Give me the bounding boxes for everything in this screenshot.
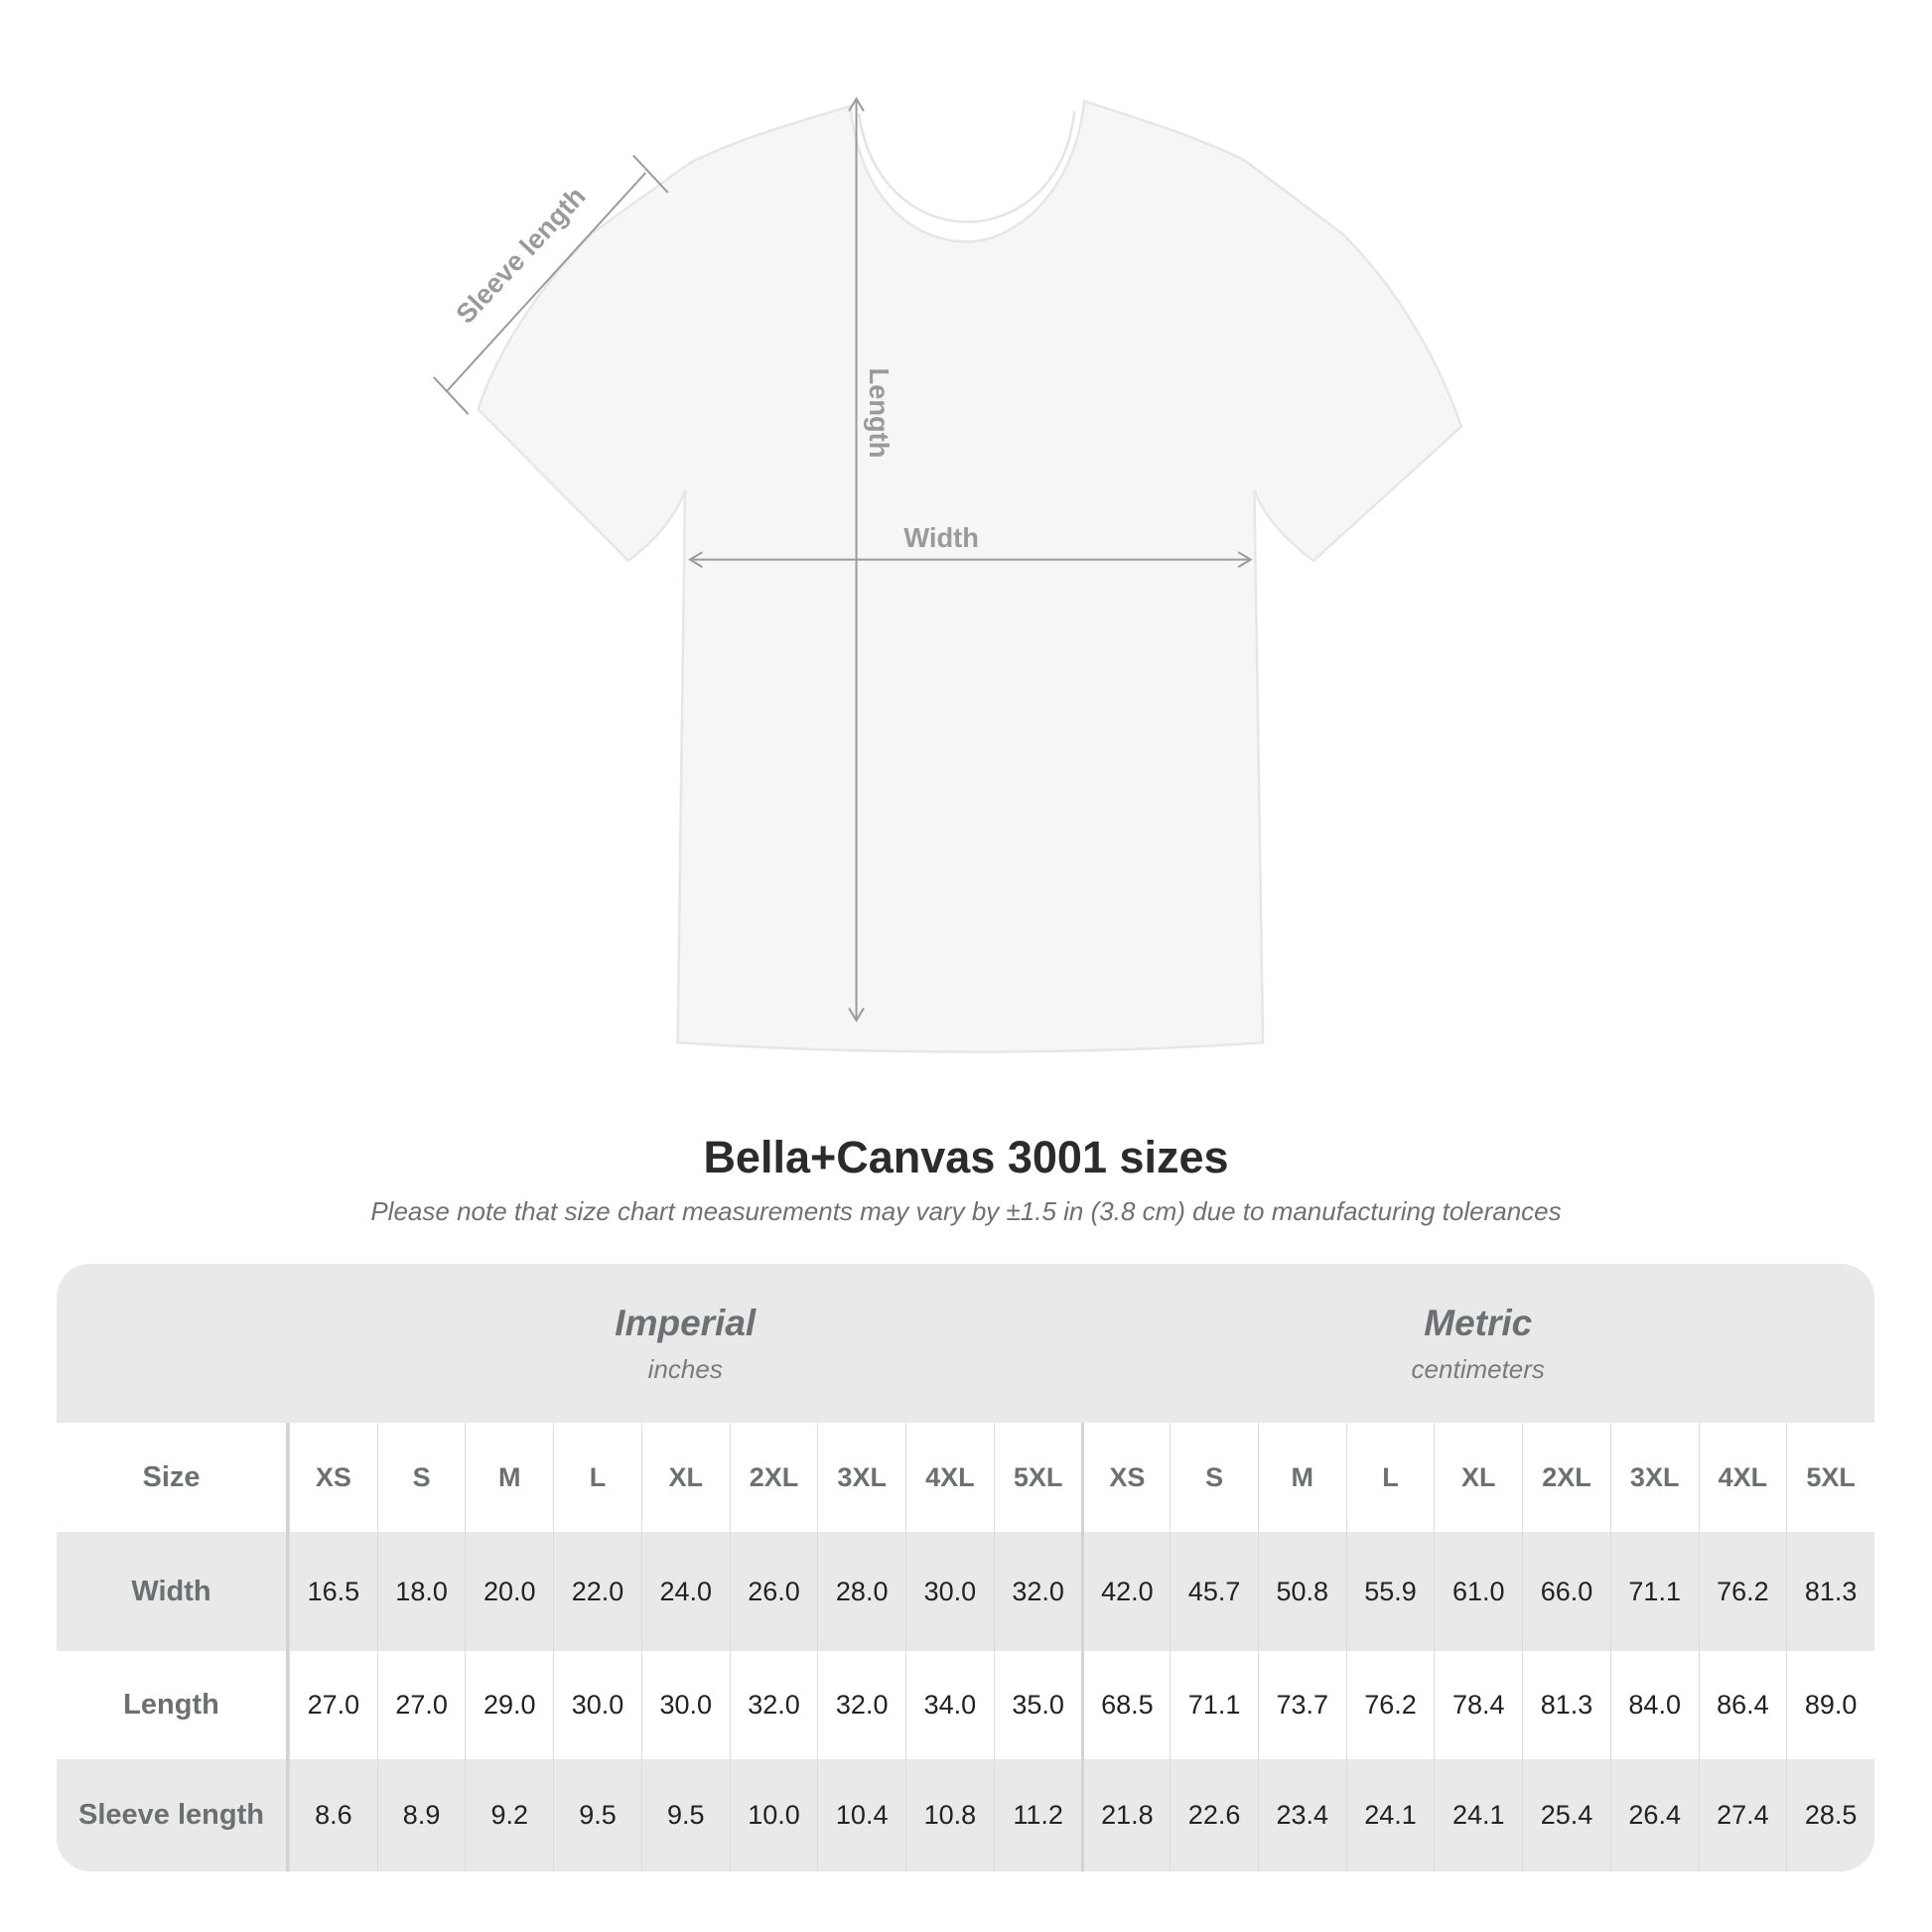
page-title: Bella+Canvas 3001 sizes bbox=[703, 1132, 1229, 1182]
metric-value-cell: 28.5 bbox=[1786, 1759, 1874, 1871]
size-header-cell: L bbox=[553, 1423, 641, 1532]
tolerance-note: Please note that size chart measurements… bbox=[370, 1196, 1562, 1226]
size-header-cell: XL bbox=[640, 1423, 730, 1532]
imperial-value-cell: 26.0 bbox=[729, 1532, 818, 1651]
size-table: Imperial inches Metric centimeters Size X… bbox=[57, 1264, 1874, 1871]
imperial-value-cell: 8.6 bbox=[289, 1759, 377, 1871]
imperial-value-cell: 32.0 bbox=[993, 1532, 1082, 1651]
imperial-value-cell: 18.0 bbox=[376, 1532, 466, 1651]
size-header-row: Size XS S M L XL 2XL 3XL 4XL 5XL XS S M L XL 2XL 3XL 4XL 5… bbox=[57, 1423, 1874, 1532]
imperial-value-cell: 27.0 bbox=[289, 1651, 377, 1759]
size-header-cell: 3XL bbox=[817, 1423, 905, 1532]
size-header-cell: XS bbox=[289, 1423, 377, 1532]
imperial-value-cell: 28.0 bbox=[817, 1532, 905, 1651]
imperial-value-cell: 11.2 bbox=[993, 1759, 1082, 1871]
imperial-title: Imperial bbox=[615, 1302, 757, 1343]
metric-value-cell: 24.1 bbox=[1434, 1759, 1522, 1871]
imperial-value-cell: 9.5 bbox=[553, 1759, 641, 1871]
metric-value-cell: 71.1 bbox=[1609, 1532, 1699, 1651]
collar bbox=[857, 110, 1076, 223]
tshirt-diagram: Sleeve length Length Width bbox=[433, 96, 1463, 1053]
metric-value-cell: 23.4 bbox=[1257, 1759, 1346, 1871]
size-header-cell: 2XL bbox=[1522, 1423, 1610, 1532]
imperial-value-cell: 29.0 bbox=[465, 1651, 553, 1759]
imperial-value-cell: 20.0 bbox=[465, 1532, 553, 1651]
metric-value-cell: 81.3 bbox=[1786, 1532, 1874, 1651]
imperial-value-cell: 30.0 bbox=[640, 1651, 730, 1759]
metric-value-cell: 78.4 bbox=[1434, 1651, 1522, 1759]
imperial-value-cell: 32.0 bbox=[817, 1651, 905, 1759]
imperial-value-cell: 9.5 bbox=[640, 1759, 730, 1871]
metric-value-cell: 26.4 bbox=[1609, 1759, 1699, 1871]
metric-value-cell: 84.0 bbox=[1609, 1651, 1699, 1759]
row-label: Width bbox=[57, 1532, 289, 1651]
metric-value-cell: 81.3 bbox=[1522, 1651, 1610, 1759]
imperial-value-cell: 16.5 bbox=[289, 1532, 377, 1651]
size-header-cell: M bbox=[1257, 1423, 1346, 1532]
size-header-cell: S bbox=[376, 1423, 466, 1532]
imperial-value-cell: 10.4 bbox=[817, 1759, 905, 1871]
metric-title: Metric bbox=[1424, 1302, 1533, 1343]
size-header-cell: S bbox=[1170, 1423, 1258, 1532]
metric-value-cell: 27.4 bbox=[1698, 1759, 1787, 1871]
table-row: Length 27.0 27.0 29.0 30.0 30.0 32.0 32.0 34.0 35… bbox=[57, 1651, 1874, 1759]
imperial-unit: inches bbox=[647, 1353, 723, 1384]
imperial-value-cell: 34.0 bbox=[905, 1651, 994, 1759]
imperial-value-cell: 10.0 bbox=[729, 1759, 818, 1871]
metric-value-cell: 68.5 bbox=[1081, 1651, 1170, 1759]
metric-value-cell: 61.0 bbox=[1434, 1532, 1522, 1651]
metric-value-cell: 66.0 bbox=[1522, 1532, 1610, 1651]
size-header-cell: 5XL bbox=[993, 1423, 1082, 1532]
metric-value-cell: 55.9 bbox=[1345, 1532, 1435, 1651]
size-header-cell: XL bbox=[1434, 1423, 1522, 1532]
imperial-value-cell: 27.0 bbox=[376, 1651, 466, 1759]
table-row: Width 16.5 18.0 20.0 22.0 24.0 26.0 28.0 30.0 32.… bbox=[57, 1532, 1874, 1651]
row-label: Sleeve length bbox=[57, 1759, 289, 1871]
metric-unit: centimeters bbox=[1411, 1353, 1545, 1384]
metric-value-cell: 50.8 bbox=[1257, 1532, 1346, 1651]
metric-value-cell: 45.7 bbox=[1170, 1532, 1258, 1651]
row-label: Length bbox=[57, 1651, 289, 1759]
imperial-header: Imperial inches bbox=[289, 1264, 1082, 1423]
imperial-value-cell: 8.9 bbox=[376, 1759, 466, 1871]
size-header-cell: 2XL bbox=[729, 1423, 818, 1532]
imperial-value-cell: 9.2 bbox=[465, 1759, 553, 1871]
size-header-cell: XS bbox=[1081, 1423, 1170, 1532]
imperial-value-cell: 30.0 bbox=[553, 1651, 641, 1759]
imperial-value-cell: 30.0 bbox=[905, 1532, 994, 1651]
metric-header: Metric centimeters bbox=[1082, 1264, 1875, 1423]
width-label: Width bbox=[903, 522, 979, 553]
table-row: Sleeve length 8.6 8.9 9.2 9.5 9.5 10.0 10.4 10.8… bbox=[57, 1759, 1874, 1871]
metric-value-cell: 21.8 bbox=[1081, 1759, 1170, 1871]
imperial-value-cell: 32.0 bbox=[729, 1651, 818, 1759]
size-header-cell: 5XL bbox=[1786, 1423, 1874, 1532]
metric-value-cell: 71.1 bbox=[1170, 1651, 1258, 1759]
size-header-cell: M bbox=[465, 1423, 553, 1532]
metric-value-cell: 24.1 bbox=[1345, 1759, 1435, 1871]
metric-value-cell: 86.4 bbox=[1698, 1651, 1787, 1759]
imperial-value-cell: 22.0 bbox=[553, 1532, 641, 1651]
imperial-value-cell: 24.0 bbox=[640, 1532, 730, 1651]
size-header-cell: 3XL bbox=[1609, 1423, 1699, 1532]
metric-value-cell: 73.7 bbox=[1257, 1651, 1346, 1759]
size-header-cell: 4XL bbox=[905, 1423, 994, 1532]
metric-value-cell: 22.6 bbox=[1170, 1759, 1258, 1871]
sleeve-line bbox=[445, 172, 647, 393]
size-header-cell: 4XL bbox=[1698, 1423, 1787, 1532]
metric-value-cell: 76.2 bbox=[1698, 1532, 1787, 1651]
metric-value-cell: 42.0 bbox=[1081, 1532, 1170, 1651]
metric-value-cell: 76.2 bbox=[1345, 1651, 1435, 1759]
imperial-value-cell: 10.8 bbox=[905, 1759, 994, 1871]
size-header-cell: L bbox=[1345, 1423, 1435, 1532]
metric-value-cell: 25.4 bbox=[1522, 1759, 1610, 1871]
metric-value-cell: 89.0 bbox=[1786, 1651, 1874, 1759]
unit-header: Imperial inches Metric centimeters bbox=[57, 1264, 1874, 1423]
tshirt-image bbox=[477, 99, 1463, 1053]
length-label: Length bbox=[864, 367, 895, 458]
imperial-value-cell: 35.0 bbox=[993, 1651, 1082, 1759]
size-header-label: Size bbox=[57, 1423, 289, 1532]
